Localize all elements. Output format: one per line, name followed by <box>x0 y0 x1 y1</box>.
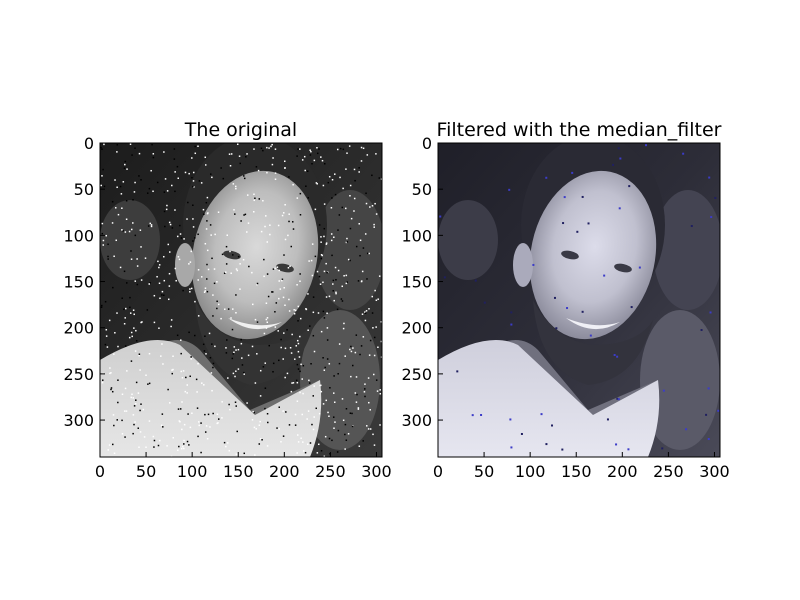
axes-frame <box>437 142 721 458</box>
y-tick-label: 300 <box>401 411 432 430</box>
y-tick-label: 150 <box>63 273 94 292</box>
residual-speckle <box>439 144 720 451</box>
x-tick-label: 50 <box>136 462 156 481</box>
x-axis-ticks: 0 50 100 150 200 250 300 <box>95 452 392 481</box>
x-tick-label: 200 <box>269 462 300 481</box>
y-tick-label: 50 <box>74 180 94 199</box>
y-tick-label: 0 <box>84 134 94 153</box>
panel-title: The original <box>184 119 297 141</box>
y-tick-label: 250 <box>401 365 432 384</box>
x-tick-label: 50 <box>474 462 494 481</box>
x-tick-label: 0 <box>433 462 443 481</box>
photo-filtered <box>438 143 720 457</box>
y-tick-label: 50 <box>412 180 432 199</box>
x-axis-ticks: 0 50 100 150 200 250 300 <box>433 452 730 481</box>
x-tick-label: 100 <box>177 462 208 481</box>
y-tick-label: 100 <box>401 226 432 245</box>
y-tick-label: 200 <box>401 319 432 338</box>
y-tick-label: 300 <box>63 411 94 430</box>
y-axis-ticks: 0 50 100 150 200 250 300 <box>401 134 443 430</box>
panel-title: Filtered with the median_filter <box>437 119 722 141</box>
panel-filtered: Filtered with the median_filter 0 50 100 15… <box>401 119 729 481</box>
y-axis-ticks: 0 50 100 150 200 250 300 <box>63 134 105 430</box>
x-tick-label: 200 <box>607 462 638 481</box>
noise-overlay <box>100 143 382 457</box>
x-tick-label: 150 <box>223 462 254 481</box>
x-tick-label: 250 <box>653 462 684 481</box>
y-tick-label: 150 <box>401 273 432 292</box>
x-tick-label: 300 <box>699 462 730 481</box>
y-tick-label: 200 <box>63 319 94 338</box>
y-tick-label: 250 <box>63 365 94 384</box>
x-tick-label: 100 <box>515 462 546 481</box>
x-tick-label: 250 <box>315 462 346 481</box>
x-tick-label: 150 <box>561 462 592 481</box>
x-tick-label: 300 <box>361 462 392 481</box>
x-tick-label: 0 <box>95 462 105 481</box>
panel-original: The original <box>63 119 391 481</box>
y-tick-label: 100 <box>63 226 94 245</box>
axes-frame <box>99 142 383 458</box>
photo-original <box>100 143 382 457</box>
y-tick-label: 0 <box>422 134 432 153</box>
